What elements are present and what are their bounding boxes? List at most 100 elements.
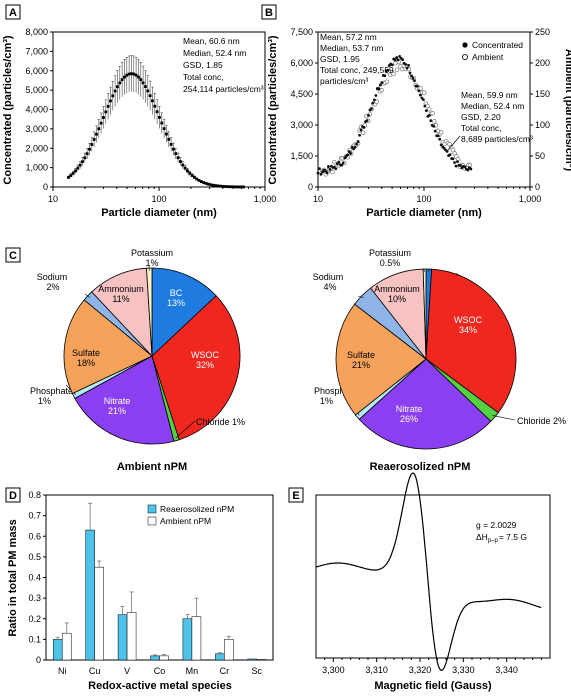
y-tick-label: 5,000 — [25, 85, 48, 95]
pie-slice-bc — [151, 267, 217, 357]
chart-a-ann-line: Total conc, — [183, 72, 224, 82]
pie-label-bc: BC — [170, 288, 183, 298]
y2-tick-label: 50 — [535, 151, 545, 161]
concentrated-point — [418, 93, 422, 97]
ambient-point — [374, 99, 379, 104]
y-tick-label: 0.5 — [28, 552, 41, 562]
panel-a-label: A — [5, 4, 21, 20]
data-point — [218, 184, 222, 188]
chart-b-size-distribution: 0 1,500 3,000 4,500 6,000 7,500 0 50 100 150 200 25… — [267, 27, 571, 219]
concentrated-point — [436, 134, 440, 138]
y-tick-label: 3,000 — [25, 124, 48, 134]
chart-d-ylabel: Ratio in total PM mass — [7, 519, 19, 636]
y-tick-label: 2,000 — [25, 143, 48, 153]
chart-b-legend: Concentrated Ambient — [461, 40, 523, 62]
pie-leader-line — [357, 295, 365, 298]
data-point — [148, 94, 152, 98]
chart-e-g-value: g = 2.0029 — [476, 520, 517, 530]
concentrated-point — [395, 56, 399, 59]
pie-label-sulfate: Sulfate — [347, 350, 375, 360]
concentrated-point — [432, 124, 436, 128]
pie-slice-nitrate — [74, 355, 175, 445]
data-point — [172, 147, 175, 151]
x-tick-label: 10 — [48, 194, 58, 204]
bar-ambient — [159, 655, 169, 661]
concentrated-point — [349, 152, 353, 155]
data-point — [239, 185, 243, 189]
pie-value-sulfate: 18% — [77, 358, 95, 368]
concentrated-point — [378, 83, 382, 87]
bar-reaerosolized — [182, 618, 193, 661]
chart-b-ann-line: GSD, 2.20 — [461, 112, 501, 122]
concentrated-point — [353, 145, 357, 149]
chart-e-epr-spectrum: 3,300 3,310 3,320 3,330 3,340 g = 2.0029 ΔHp… — [315, 472, 551, 692]
bar-reaerosolized — [215, 653, 225, 661]
concentrated-point — [469, 167, 473, 171]
concentrated-point — [326, 165, 330, 168]
y-tick-label: 0 — [308, 182, 313, 192]
chart-d-xlabel: Redox-active metal species — [88, 680, 232, 692]
legend-swatch-reaerosolized — [147, 504, 157, 514]
concentrated-point — [448, 153, 452, 157]
chart-a-size-distribution: 0 1,000 2,000 3,000 4,000 5,000 6,000 7,000 8,00… — [2, 27, 276, 219]
chart-b-ann-line: Mean, 59.9 nm — [461, 90, 518, 100]
pie-label-sodium: Sodium — [37, 272, 68, 282]
concentrated-point — [316, 171, 320, 175]
chart-e-plot-frame — [315, 494, 551, 659]
data-point — [193, 176, 196, 179]
concentrated-point — [459, 164, 462, 167]
data-point — [176, 156, 180, 160]
bar-ambient — [191, 616, 202, 661]
bar-ambient — [256, 659, 267, 661]
data-point — [90, 143, 94, 146]
y-tick-label: 4,000 — [25, 105, 48, 115]
chart-b-ann-line: Mean, 57.2 nm — [320, 32, 377, 42]
concentrated-point — [438, 137, 442, 141]
data-point — [141, 81, 145, 85]
concentrated-point — [407, 64, 410, 67]
x-tick-label: Cr — [220, 666, 230, 676]
pie-value-phosphate: 1% — [320, 396, 333, 406]
data-point — [130, 72, 133, 76]
data-point — [186, 169, 189, 173]
data-point — [151, 99, 154, 103]
data-point — [165, 132, 168, 136]
x-tick-label: 10 — [313, 194, 323, 204]
ambient-point — [430, 111, 435, 116]
chart-e-annotation: g = 2.0029 ΔHp–p= 7.5 G — [476, 520, 527, 544]
pie-value-ammonium: 11% — [112, 294, 129, 304]
chart-d-legend: Reaerosolized nPM Ambient nPM — [147, 504, 234, 526]
data-point — [95, 132, 98, 136]
data-point — [116, 85, 119, 89]
pie-leader-line — [423, 269, 425, 272]
concentrated-point — [413, 79, 416, 83]
concentrated-point — [439, 143, 443, 147]
y2-tick-label: 0 — [535, 182, 540, 192]
data-point — [109, 99, 112, 103]
pie-value-sulfate: 21% — [352, 360, 370, 370]
bar-reaerosolized — [85, 529, 95, 661]
x-tick-label: 100 — [151, 194, 166, 204]
legend-marker-ambient — [461, 54, 468, 61]
concentrated-point — [396, 58, 400, 62]
y-tick-label: 0.4 — [28, 573, 41, 583]
y-tick-label: 6,000 — [290, 58, 313, 68]
pie-label-ammonium: Ammonium — [98, 284, 144, 294]
pie-label-chloride: Chloride 2% — [517, 416, 566, 426]
concentrated-point — [365, 119, 369, 122]
data-point — [216, 184, 220, 188]
ambient-point — [379, 87, 384, 93]
concentrated-point — [356, 140, 360, 143]
ambient-point — [438, 130, 444, 135]
panel-b-label: B — [261, 4, 277, 20]
concentrated-point — [451, 157, 455, 161]
chart-b-ann-line: Total conc, — [461, 123, 502, 133]
data-point — [183, 166, 187, 170]
x-tick-label: 3,320 — [409, 665, 432, 675]
data-point — [127, 72, 131, 76]
data-point — [67, 176, 70, 179]
pie-label-potassium: Potassium — [369, 248, 411, 258]
data-point — [153, 104, 157, 108]
concentrated-point — [370, 107, 373, 111]
pie-slice-wsoc — [425, 268, 517, 414]
